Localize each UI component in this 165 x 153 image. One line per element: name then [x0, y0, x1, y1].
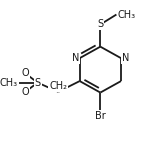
Text: CH₃: CH₃: [118, 9, 136, 20]
Text: CH₃: CH₃: [0, 78, 18, 88]
Text: S: S: [34, 78, 41, 88]
Text: CH₂: CH₂: [49, 81, 67, 91]
Text: O: O: [22, 68, 29, 78]
Text: O: O: [22, 87, 29, 97]
Text: N: N: [72, 53, 79, 63]
Text: N: N: [122, 53, 129, 63]
Text: Br: Br: [95, 110, 106, 121]
Text: S: S: [97, 19, 103, 30]
